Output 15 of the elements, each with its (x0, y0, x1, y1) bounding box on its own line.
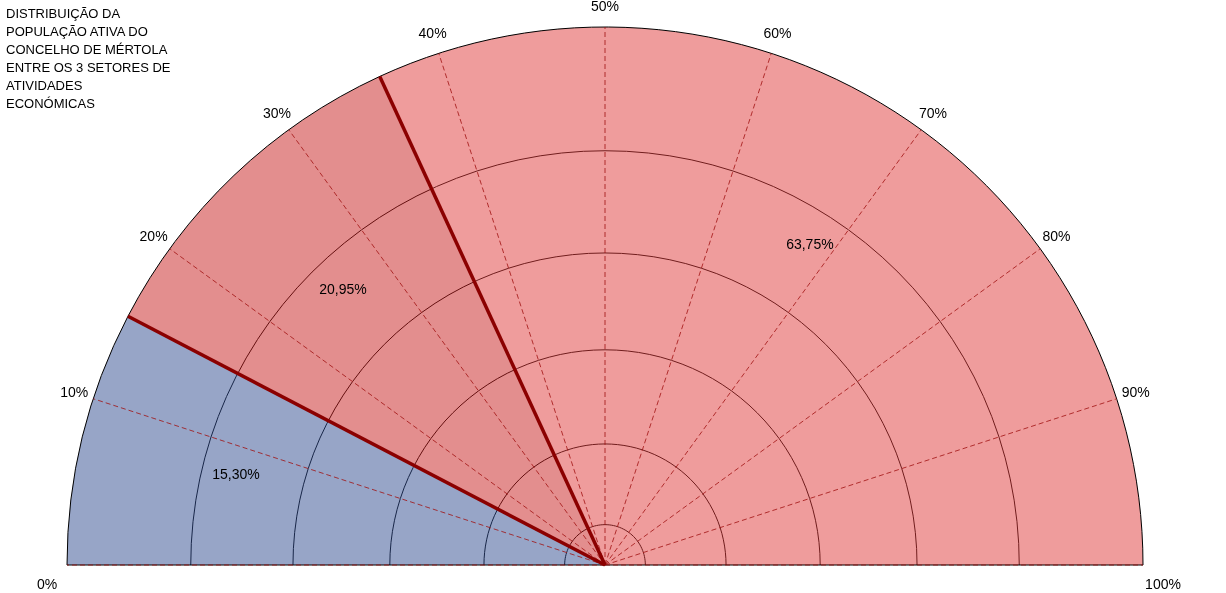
data-label: 63,75% (786, 235, 834, 252)
text: 40% (418, 25, 447, 42)
text: 90% (1121, 383, 1150, 400)
text: 20% (139, 228, 168, 245)
text: 30% (263, 104, 292, 121)
text: 60% (763, 25, 792, 42)
text: DISTRIBUIÇÃO DA POPULAÇÃO ATIVA DO CONCELHO DE MÉRTOLA ENTRE OS 3 SETORES DE ATIVIDADES ECONÓMICAS (6, 6, 171, 111)
text: 80% (1042, 228, 1071, 245)
text: 0% (36, 576, 58, 592)
data-label: 15,30% (212, 465, 260, 482)
text: 100% (1145, 576, 1181, 592)
data-label: 20,95% (319, 280, 367, 297)
text: 10% (60, 383, 89, 400)
text: 70% (918, 104, 947, 121)
text: 50% (590, 0, 620, 14)
